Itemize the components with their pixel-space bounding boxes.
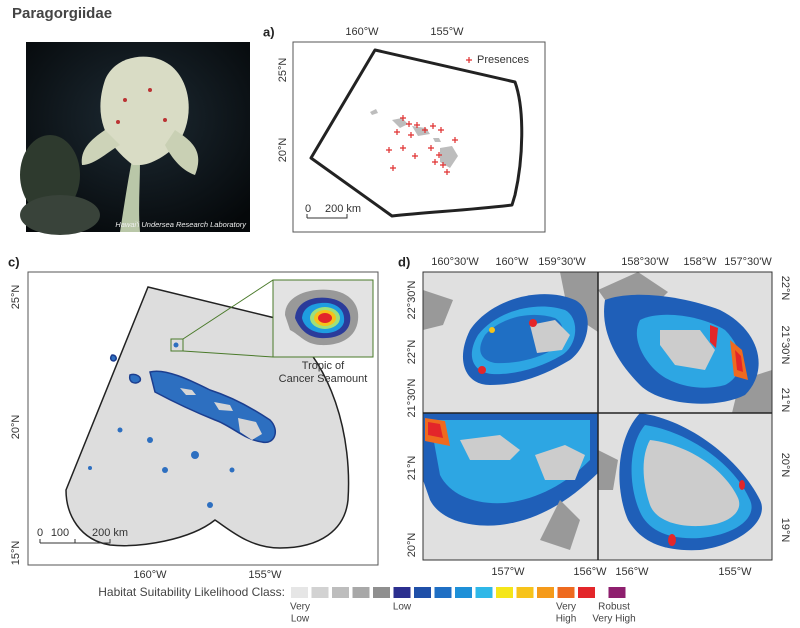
inset-caption: Tropic of bbox=[302, 360, 345, 372]
lon-label: 156°W bbox=[573, 566, 607, 578]
legend-swatch bbox=[332, 587, 349, 598]
scale-label: 100 bbox=[51, 527, 69, 539]
legend-presences: Presences bbox=[477, 54, 529, 66]
legend-swatch bbox=[516, 587, 534, 598]
figure-title: Paragorgiidae bbox=[12, 5, 112, 22]
legend-swatch bbox=[557, 587, 575, 598]
lon-label: 157°W bbox=[491, 566, 525, 578]
panel-c: c) 25°N 20°N 15°N 160°W 155°W Tropic of … bbox=[8, 254, 379, 581]
lon-label: 160°W bbox=[133, 569, 167, 581]
lat-label: 19°N bbox=[779, 518, 791, 543]
legend-swatch bbox=[578, 587, 595, 598]
lon-label: 158°W bbox=[683, 256, 717, 268]
lat-label: 25°N bbox=[10, 285, 22, 310]
lat-label: 20°N bbox=[10, 415, 22, 440]
lat-label: 21°30'N bbox=[779, 326, 791, 365]
lat-label: 20°N bbox=[277, 138, 289, 163]
legend-label: Very High bbox=[592, 614, 635, 625]
legend-swatch bbox=[496, 587, 513, 598]
lon-label: 155°W bbox=[248, 569, 282, 581]
legend-label: Very bbox=[290, 602, 310, 613]
lat-label: 21°N bbox=[779, 388, 791, 413]
lon-label: 160°30'W bbox=[431, 256, 479, 268]
legend-swatch bbox=[311, 587, 329, 598]
lat-label: 20°N bbox=[779, 453, 791, 478]
legend-swatch bbox=[608, 587, 626, 598]
lat-label: 25°N bbox=[277, 58, 289, 83]
lat-label: 15°N bbox=[10, 541, 22, 566]
legend-swatch bbox=[291, 587, 308, 598]
scale-label: 200 km bbox=[92, 527, 128, 539]
legend-swatch bbox=[475, 587, 493, 598]
lon-label: 160°W bbox=[345, 26, 379, 38]
panel-label: c) bbox=[8, 254, 20, 269]
lon-label: 155°W bbox=[430, 26, 464, 38]
lon-label: 158°30'W bbox=[621, 256, 669, 268]
legend-swatch bbox=[455, 587, 472, 598]
lat-label: 22°N bbox=[779, 276, 791, 301]
lon-label: 156°W bbox=[615, 566, 649, 578]
legend-title: Habitat Suitability Likelihood Class: bbox=[98, 585, 285, 599]
lat-label: 20°N bbox=[406, 533, 418, 558]
lon-label: 157°30'W bbox=[724, 256, 772, 268]
lon-label: 155°W bbox=[718, 566, 752, 578]
lat-label: 21°30'N bbox=[406, 378, 418, 417]
scale-label: 0 bbox=[37, 527, 43, 539]
lat-label: 22°30'N bbox=[406, 280, 418, 319]
legend-swatch bbox=[537, 587, 554, 598]
legend-label: Low bbox=[393, 602, 412, 613]
photo-credit: Hawai'i Undersea Research Laboratory bbox=[115, 220, 247, 229]
scale-label: 200 km bbox=[325, 203, 361, 215]
legend-label: Low bbox=[291, 614, 310, 625]
photo: Hawai'i Undersea Research Laboratory bbox=[20, 42, 250, 235]
legend-swatch bbox=[414, 587, 431, 598]
legend: Habitat Suitability Likelihood Class: Ve… bbox=[98, 585, 635, 624]
panel-label: d) bbox=[398, 254, 410, 269]
legend-swatch bbox=[352, 587, 370, 598]
legend-swatch bbox=[434, 587, 452, 598]
lon-label: 159°30'W bbox=[538, 256, 586, 268]
scale-label: 0 bbox=[305, 203, 311, 215]
lat-label: 22°N bbox=[406, 340, 418, 365]
legend-label: Very bbox=[556, 602, 576, 613]
legend-swatch bbox=[393, 587, 411, 598]
panel-d: d) bbox=[398, 254, 791, 577]
legend-label: Robust bbox=[598, 602, 630, 613]
presences bbox=[386, 57, 472, 175]
panel-label: a) bbox=[263, 24, 275, 39]
legend-swatch bbox=[373, 587, 390, 598]
inset-caption: Cancer Seamount bbox=[279, 373, 368, 385]
lon-label: 160°W bbox=[495, 256, 529, 268]
lat-label: 21°N bbox=[406, 456, 418, 481]
panel-a: a) 160°W 155°W 25°N 20°N Presences 0 200… bbox=[263, 24, 546, 233]
legend-label: High bbox=[556, 614, 577, 625]
